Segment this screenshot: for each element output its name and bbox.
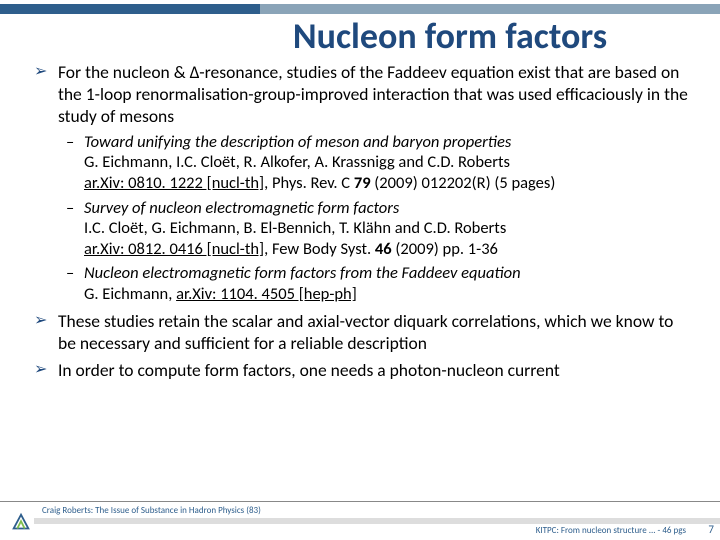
sub-item: Nucleon electromagnetic form factors fro… bbox=[58, 263, 690, 304]
paper-authors: I.C. Cloët, G. Eichmann, B. El-Bennich, … bbox=[84, 218, 506, 238]
paper-cite-suffix: (2009) 012202(R) (5 pages) bbox=[371, 173, 556, 193]
bullet-text: These studies retain the scalar and axia… bbox=[58, 310, 673, 354]
bullet-item: These studies retain the scalar and axia… bbox=[30, 311, 690, 355]
paper-cite-prefix: , Few Body Syst. bbox=[264, 239, 375, 259]
sub-list: Toward unifying the description of meson… bbox=[58, 132, 690, 305]
arxiv-link[interactable]: ar.Xiv: 0812. 0416 [nucl-th] bbox=[84, 239, 264, 259]
bullet-list: For the nucleon & Δ-resonance, studies o… bbox=[30, 62, 690, 382]
page-number: 7 bbox=[708, 523, 714, 536]
anl-logo-icon bbox=[10, 512, 32, 534]
sub-item: Toward unifying the description of meson… bbox=[58, 132, 690, 194]
paper-cite-prefix: , Phys. Rev. C bbox=[264, 173, 354, 193]
footer-bar bbox=[34, 518, 720, 524]
bullet-item: For the nucleon & Δ-resonance, studies o… bbox=[30, 62, 690, 305]
arxiv-link[interactable]: ar.Xiv: 0810. 1222 [nucl-th] bbox=[84, 173, 264, 193]
footer-divider bbox=[0, 501, 720, 502]
sub-item: Survey of nucleon electromagnetic form f… bbox=[58, 198, 690, 260]
paper-cite-vol: 79 bbox=[354, 173, 371, 193]
paper-authors: G. Eichmann, I.C. Cloët, R. Alkofer, A. … bbox=[84, 152, 510, 172]
paper-cite-suffix: (2009) pp. 1-36 bbox=[392, 239, 498, 259]
footer-credit: Craig Roberts: The Issue of Substance in… bbox=[42, 505, 261, 516]
bullet-item: In order to compute form factors, one ne… bbox=[30, 360, 690, 382]
paper-authors: G. Eichmann, bbox=[84, 284, 176, 304]
paper-title: Toward unifying the description of meson… bbox=[84, 132, 511, 152]
slide-body: For the nucleon & Δ-resonance, studies o… bbox=[30, 62, 690, 388]
slide-title: Nucleon form factors bbox=[0, 14, 720, 58]
paper-cite-vol: 46 bbox=[375, 239, 392, 259]
slide: Nucleon form factors For the nucleon & Δ… bbox=[0, 0, 720, 540]
bullet-text: For the nucleon & Δ-resonance, studies o… bbox=[58, 61, 688, 127]
paper-title: Nucleon electromagnetic form factors fro… bbox=[84, 263, 521, 283]
bullet-text: In order to compute form factors, one ne… bbox=[58, 359, 560, 381]
arxiv-link[interactable]: ar.Xiv: 1104. 4505 [hep-ph] bbox=[176, 284, 357, 304]
footer: Craig Roberts: The Issue of Substance in… bbox=[0, 496, 720, 540]
footer-right-text: KITPC: From nucleon structure ... - 46 p… bbox=[536, 525, 686, 536]
paper-title: Survey of nucleon electromagnetic form f… bbox=[84, 198, 399, 218]
